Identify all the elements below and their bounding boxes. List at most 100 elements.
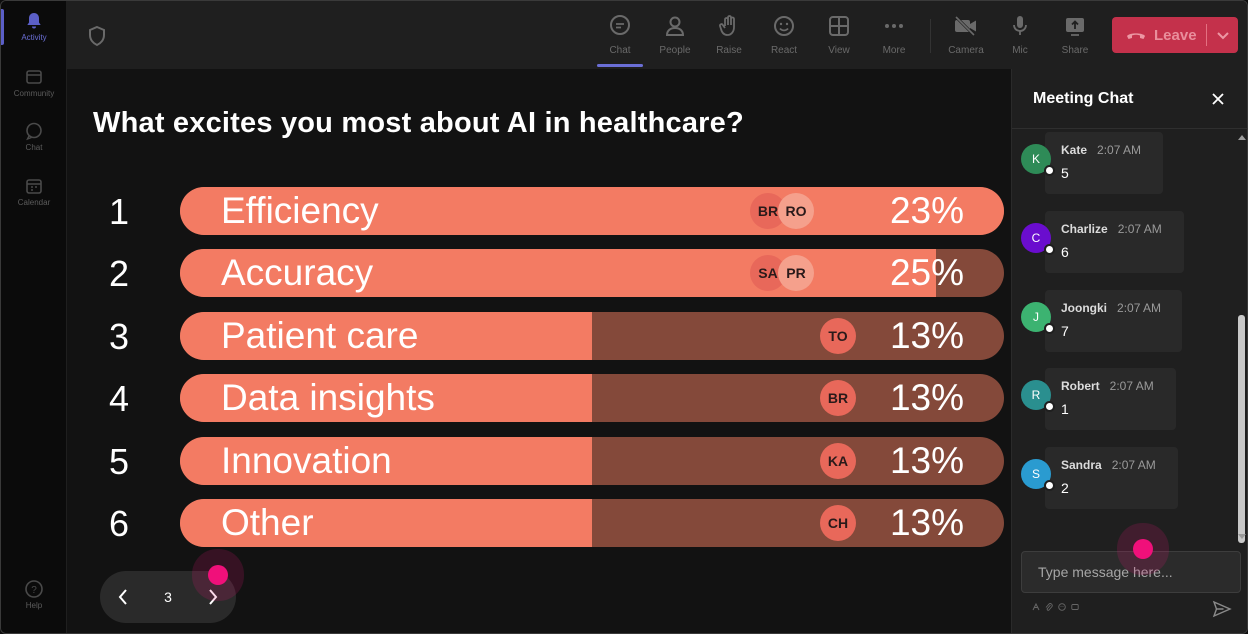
message-time: 2:07 AM [1097, 143, 1142, 157]
poll-option-label: Efficiency [221, 190, 379, 231]
scroll-up-arrow-icon[interactable] [1237, 133, 1247, 141]
page-number: 3 [164, 589, 172, 605]
smiley-icon [771, 13, 797, 39]
presence-dot-icon [1044, 243, 1055, 255]
raise-hand-icon [716, 13, 742, 39]
chat-message-header: Charlize 2:07 AM [1061, 220, 1184, 238]
toolbar-share-button[interactable]: Share [1051, 13, 1099, 63]
poll-result-bar: Data insights BR 13% [180, 374, 1004, 423]
avatar[interactable]: K [1021, 144, 1055, 176]
next-button[interactable] [190, 571, 236, 623]
chat-icon [607, 13, 633, 39]
chat-message-header: Robert 2:07 AM [1061, 377, 1176, 395]
leave-button[interactable]: Leave [1112, 17, 1238, 53]
toolbar-label: Mic [1012, 45, 1028, 56]
attach-icon[interactable] [1045, 603, 1053, 611]
toolbar-label: Camera [948, 45, 984, 56]
toolbar-people-button[interactable]: People [651, 13, 699, 63]
poll-option-rank: 5 [109, 440, 130, 482]
message-time: 2:07 AM [1109, 379, 1154, 394]
presence-dot-icon [1044, 165, 1055, 176]
chat-message-header: Kate 2:07 AM [1061, 141, 1163, 159]
shield-icon[interactable] [87, 25, 107, 52]
chat-bubble: Joongki 2:07 AM 7 [1045, 289, 1182, 352]
chat-bubble: Charlize 2:07 AM 6 [1045, 210, 1184, 273]
share-screen-icon [1062, 13, 1088, 39]
rail-item-activity[interactable]: Activity [1, 11, 67, 61]
send-icon[interactable] [1212, 599, 1232, 619]
previous-button[interactable] [100, 571, 146, 623]
poll-option-row: 2 Accuracy SA PR 25% [67, 249, 1011, 298]
message-text: 1 [1061, 401, 1069, 418]
scrollbar-thumb[interactable] [1238, 315, 1245, 543]
sender-name: Sandra [1061, 458, 1102, 473]
close-icon[interactable] [1208, 89, 1228, 109]
toolbar-raise-button[interactable]: Raise [705, 13, 753, 63]
avatar[interactable]: J [1021, 301, 1055, 334]
poll-result-fill [180, 499, 592, 547]
gif-icon[interactable] [1071, 603, 1079, 611]
chat-scrollbar[interactable] [1234, 131, 1247, 543]
svg-text:?: ? [31, 585, 37, 596]
message-input[interactable] [1022, 552, 1240, 592]
poll-option-label: Accuracy [221, 252, 374, 294]
leave-label: Leave [1154, 26, 1197, 44]
toolbar-camera-button[interactable]: Camera [942, 13, 990, 63]
avatar[interactable]: R [1021, 380, 1055, 413]
chat-active-indicator [597, 64, 643, 67]
poll-result-fill [180, 311, 592, 360]
toolbar-divider [930, 19, 931, 53]
emoji-icon[interactable] [1058, 603, 1066, 611]
chevron-right-icon [209, 589, 218, 605]
rail-label: Help [25, 601, 43, 610]
poll-stage: What excites you most about AI in health… [67, 69, 1011, 633]
voter-avatar: KA [820, 442, 856, 479]
poll-result-fill [180, 374, 592, 423]
rail-item-chat[interactable]: Chat [1, 121, 67, 171]
leave-main[interactable]: Leave [1112, 17, 1206, 53]
rail-label: Community [13, 89, 55, 98]
poll-option-percent: 13% [889, 502, 964, 543]
format-icon[interactable] [1032, 603, 1040, 611]
poll-option-rank: 4 [109, 378, 130, 420]
message-text: 5 [1061, 165, 1069, 181]
poll-option-percent: 13% [889, 439, 964, 481]
voter-avatar: BR [750, 193, 786, 229]
poll-option-row: 5 Innovation KA 13% [67, 436, 1011, 485]
chat-compose-box[interactable] [1021, 551, 1241, 593]
chat-bubble: Kate 2:07 AM 5 [1045, 132, 1163, 194]
message-time: 2:07 AM [1117, 221, 1162, 236]
rail-item-help[interactable]: ? Help [1, 579, 67, 629]
message-text: 6 [1061, 243, 1069, 260]
chevron-left-icon [118, 589, 127, 605]
toolbar-view-button[interactable]: View [815, 13, 863, 63]
poll-result-bar: Other CH 13% [180, 499, 1004, 547]
sender-name: Charlize [1061, 221, 1108, 236]
chevron-down-icon[interactable] [1207, 17, 1238, 53]
toolbar-react-button[interactable]: React [760, 13, 808, 63]
rail-item-community[interactable]: Community [1, 67, 67, 117]
toolbar-chat-button[interactable]: Chat [596, 13, 644, 63]
voter-avatar: PR [778, 255, 814, 292]
pointer-cursor-highlight [208, 565, 228, 585]
poll-option-label: Innovation [221, 439, 392, 481]
grid-view-icon [826, 13, 852, 39]
scroll-down-arrow-icon[interactable] [1237, 533, 1247, 541]
sender-name: Robert [1061, 379, 1100, 394]
toolbar-more-button[interactable]: More [870, 13, 918, 63]
chat-title: Meeting Chat [1033, 90, 1134, 107]
rail-label: Activity [21, 33, 47, 42]
people-icon [662, 13, 688, 39]
poll-option-row: 6 Other CH 13% [67, 499, 1011, 547]
toolbar-mic-button[interactable]: Mic [996, 13, 1044, 63]
voter-avatar: TO [820, 317, 856, 354]
poll-option-percent: 25% [889, 252, 964, 294]
rail-item-calendar[interactable]: Calendar [1, 176, 67, 226]
avatar[interactable]: C [1021, 222, 1055, 255]
poll-option-percent: 13% [889, 377, 964, 419]
chat-header-divider [1012, 128, 1247, 129]
toolbar-label: People [659, 45, 691, 56]
poll-option-percent: 23% [889, 190, 964, 231]
avatar[interactable]: S [1021, 459, 1055, 492]
